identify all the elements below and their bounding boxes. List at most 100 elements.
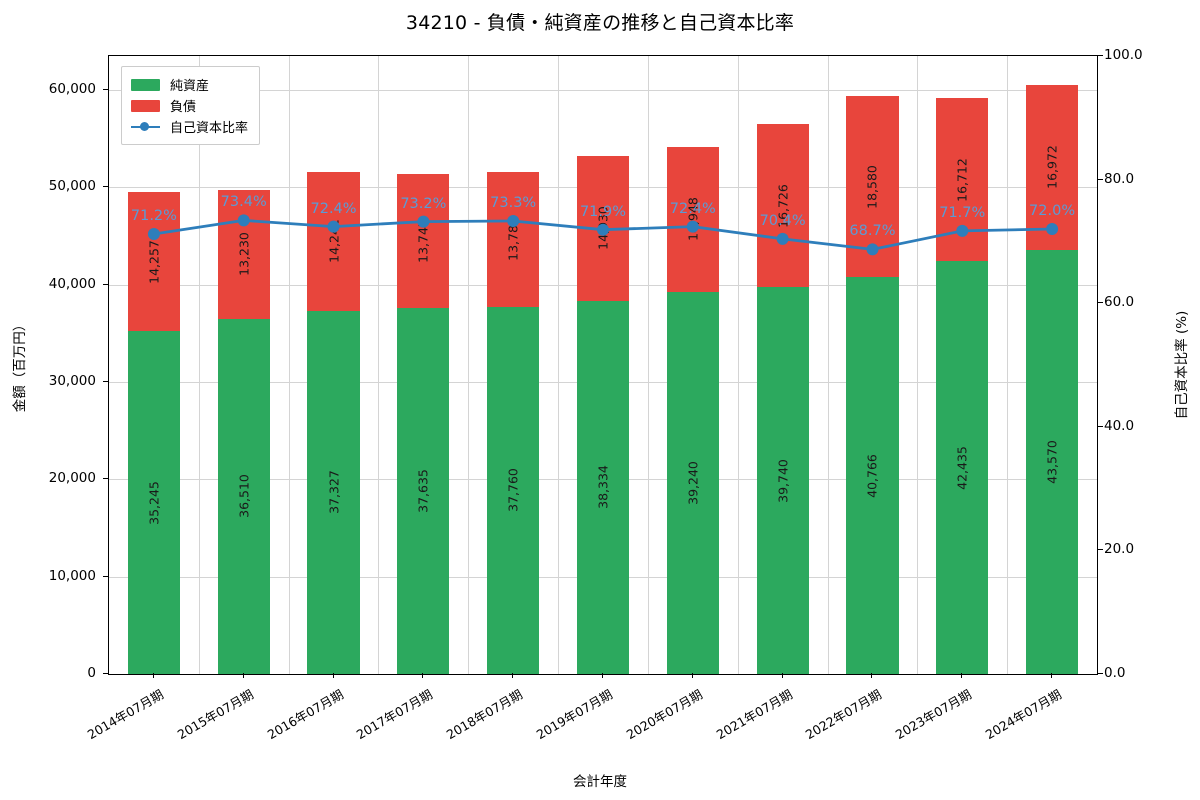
bar-segment-net-assets[interactable]: 37,635 <box>397 307 450 674</box>
gridline-vertical <box>917 56 919 674</box>
equity-ratio-label: 73.3% <box>490 195 537 211</box>
equity-ratio-label: 72.4% <box>310 200 357 217</box>
legend-item-equity-ratio[interactable]: 自己資本比率 <box>131 116 248 137</box>
y-axis-right-tick-label: 100.0 <box>1104 47 1143 63</box>
bar-segment-liabilities[interactable]: 13,230 <box>217 189 270 319</box>
equity-ratio-point[interactable] <box>147 228 160 240</box>
equity-ratio-label: 72.0% <box>1029 203 1076 220</box>
bar-column[interactable]: 39,740 16,726 <box>756 124 809 674</box>
bar-segment-liabilities[interactable]: 16,726 <box>756 124 809 288</box>
gridline-vertical <box>1007 56 1009 674</box>
x-axis-tick-label: 2016年07月期 <box>264 686 346 743</box>
y-axis-left-tick-mark <box>103 673 108 674</box>
y-axis-right-tick-mark <box>1098 55 1103 56</box>
equity-ratio-label: 68.7% <box>849 223 896 240</box>
gridline-horizontal <box>109 90 1097 92</box>
legend-item-net-assets[interactable]: 純資産 <box>131 74 248 95</box>
bar-segment-liabilities[interactable]: 14,241 <box>307 172 360 311</box>
bar-segment-net-assets[interactable]: 35,245 <box>127 331 180 674</box>
x-axis-tick-label: 2022年07月期 <box>803 686 885 743</box>
y-axis-left-tick-mark <box>103 575 108 577</box>
y-axis-left-tick-label: 60,000 <box>48 81 96 98</box>
gridline-vertical <box>558 56 560 674</box>
bar-segment-net-assets[interactable]: 38,334 <box>576 300 630 674</box>
equity-ratio-point[interactable] <box>417 215 430 228</box>
equity-ratio-point[interactable] <box>327 220 340 233</box>
equity-ratio-point[interactable] <box>866 243 879 256</box>
equity-ratio-point[interactable] <box>597 223 609 236</box>
x-axis-tick-mark <box>422 673 424 678</box>
bar-segment-net-assets[interactable]: 39,240 <box>666 292 719 674</box>
equity-ratio-label: 73.4% <box>220 194 267 211</box>
x-axis-tick-label: 2018年07月期 <box>443 686 526 743</box>
x-axis-tick-mark <box>602 673 603 678</box>
y-axis-right-tick-label: 0.0 <box>1104 665 1126 681</box>
bar-column[interactable]: 36,510 13,230 <box>217 189 270 674</box>
equity-ratio-point[interactable] <box>686 220 699 233</box>
x-axis-tick-mark <box>961 673 963 678</box>
equity-ratio-label: 72.4% <box>669 200 716 217</box>
ratio-line-layer <box>147 214 1059 256</box>
y-axis-left-tick-mark <box>103 283 108 285</box>
gridline-vertical <box>288 56 290 674</box>
bar-column[interactable]: 39,240 14,948 <box>666 146 719 674</box>
x-axis-tick-label: 2021年07月期 <box>713 686 795 743</box>
equity-ratio-label: 71.9% <box>579 203 627 220</box>
x-axis-tick-label: 2023年07月期 <box>892 686 975 743</box>
bar-column[interactable]: 37,327 14,241 <box>307 172 360 674</box>
bar-column[interactable]: 37,635 13,747 <box>397 173 450 674</box>
y-axis-right-tick-mark <box>1098 425 1103 427</box>
y-axis-left-tick-label: 10,000 <box>48 567 96 584</box>
x-axis-tick-label: 2014年07月期 <box>84 686 166 743</box>
bar-column[interactable]: 43,570 16,972 <box>1026 84 1079 674</box>
bar-segment-net-assets[interactable]: 36,510 <box>217 318 270 674</box>
legend-swatch-net-assets <box>131 78 160 91</box>
bar-segment-net-assets[interactable]: 37,327 <box>307 310 360 674</box>
y-axis-right-tick-mark <box>1098 673 1103 674</box>
equity-ratio-point[interactable] <box>776 232 789 245</box>
equity-ratio-label: 71.7% <box>939 204 986 221</box>
bar-segment-net-assets[interactable]: 43,570 <box>1026 249 1079 674</box>
y-axis-left-tick-mark <box>103 89 108 91</box>
x-axis-tick-label: 2024年07月期 <box>982 686 1065 743</box>
bar-column[interactable]: 35,245 14,257 <box>127 192 180 674</box>
equity-ratio-point[interactable] <box>1046 223 1059 235</box>
equity-ratio-point[interactable] <box>956 224 969 237</box>
bar-segment-liabilities[interactable]: 14,948 <box>666 146 719 293</box>
bar-segment-net-assets[interactable]: 42,435 <box>936 261 989 674</box>
x-axis-tick-label: 2017年07月期 <box>354 686 436 743</box>
bar-segment-net-assets[interactable]: 40,766 <box>846 277 899 674</box>
bar-segment-liabilities[interactable]: 14,257 <box>127 192 180 331</box>
y-axis-left-tick-mark <box>103 478 108 480</box>
x-axis-tick-mark <box>242 673 244 678</box>
x-axis-tick-mark <box>1051 673 1053 678</box>
bar-segment-liabilities[interactable]: 16,972 <box>1026 84 1079 250</box>
bar-segment-liabilities[interactable]: 13,786 <box>487 172 540 307</box>
y-axis-right-tick-mark <box>1098 302 1103 304</box>
legend: 純資産 負債 自己資本比率 <box>121 66 261 145</box>
y-axis-right-label: 自己資本比率 (%) <box>1174 310 1190 420</box>
legend-label-liabilities: 負債 <box>170 100 197 115</box>
gridline-vertical <box>468 56 470 674</box>
y-axis-right-tick-label: 20.0 <box>1104 541 1135 558</box>
bar-segment-net-assets[interactable]: 39,740 <box>756 287 809 674</box>
y-axis-right-tick-label: 80.0 <box>1104 170 1135 187</box>
legend-swatch-equity-ratio <box>131 121 160 133</box>
gridline-vertical <box>378 56 380 674</box>
y-axis-left-tick-label: 50,000 <box>48 178 96 195</box>
legend-swatch-liabilities <box>131 99 160 112</box>
gridline-vertical <box>647 56 649 674</box>
gridline-vertical <box>198 56 200 674</box>
chart-title: 34210 - 負債・純資産の推移と自己資本比率 <box>405 12 795 34</box>
bar-column[interactable]: 37,760 13,786 <box>487 172 540 674</box>
bar-segment-liabilities[interactable]: 13,747 <box>397 173 450 308</box>
x-axis-tick-mark <box>691 673 693 678</box>
y-axis-left-tick-label: 20,000 <box>48 470 96 487</box>
bar-segment-net-assets[interactable]: 37,760 <box>487 306 540 674</box>
x-axis-tick-label: 2015年07月期 <box>174 686 256 743</box>
legend-item-liabilities[interactable]: 負債 <box>131 95 248 116</box>
equity-ratio-point[interactable] <box>507 215 520 227</box>
equity-ratio-point[interactable] <box>237 214 250 227</box>
x-axis-tick-mark <box>332 673 334 678</box>
